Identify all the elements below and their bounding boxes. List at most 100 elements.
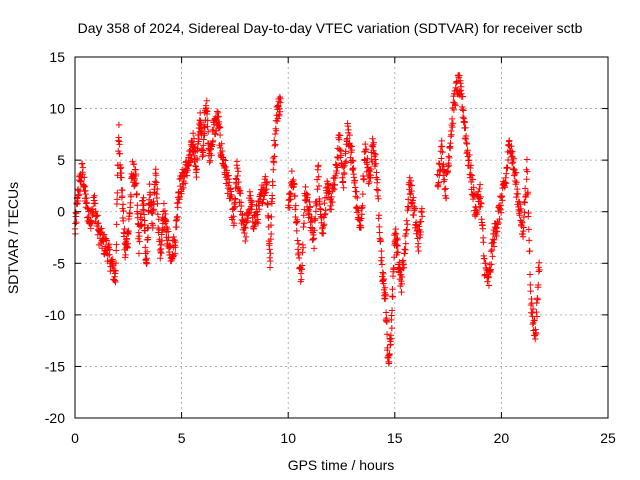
data-point — [389, 286, 396, 293]
data-point — [270, 137, 278, 144]
data-point — [274, 115, 282, 122]
data-point — [78, 160, 86, 167]
data-point — [467, 164, 474, 172]
data-point — [207, 142, 215, 149]
data-point — [264, 201, 271, 208]
data-point — [372, 151, 379, 159]
data-point — [302, 183, 309, 191]
data-point — [321, 199, 328, 207]
data-point — [109, 256, 116, 263]
data-point — [452, 102, 459, 109]
x-tick-label: 15 — [387, 430, 403, 446]
data-point — [194, 156, 201, 164]
data-point — [294, 237, 301, 244]
data-point — [314, 186, 321, 193]
data-point — [295, 240, 303, 248]
data-point — [141, 221, 149, 229]
data-point — [364, 155, 371, 162]
data-point — [377, 257, 385, 264]
data-point — [83, 200, 90, 207]
data-point — [153, 179, 160, 186]
data-point — [480, 238, 487, 246]
data-point — [510, 155, 518, 162]
data-point — [525, 226, 533, 233]
data-point — [463, 140, 471, 148]
data-point — [443, 194, 450, 202]
data-point — [464, 147, 471, 154]
data-point — [405, 196, 412, 203]
data-point — [398, 280, 406, 288]
data-point — [357, 224, 365, 231]
data-point — [350, 174, 358, 181]
data-point — [446, 154, 453, 162]
data-point — [204, 123, 211, 130]
data-point — [311, 227, 318, 234]
data-point — [496, 215, 503, 223]
data-point — [523, 176, 530, 183]
data-point — [409, 197, 416, 204]
data-point — [445, 153, 452, 160]
data-point — [113, 196, 121, 203]
data-point — [162, 210, 169, 218]
data-point — [320, 229, 327, 237]
data-point — [173, 223, 180, 231]
data-point — [396, 265, 404, 273]
data-point — [393, 241, 401, 249]
data-point — [527, 287, 534, 295]
data-point — [401, 250, 409, 257]
data-point — [137, 210, 145, 217]
data-point — [230, 219, 238, 227]
data-point — [438, 155, 445, 162]
data-point — [467, 171, 474, 178]
data-point — [134, 202, 141, 209]
data-point — [508, 160, 516, 167]
data-point — [463, 150, 470, 157]
data-point — [352, 193, 360, 200]
data-point — [512, 169, 520, 176]
data-point — [490, 243, 498, 250]
data-point — [488, 261, 495, 268]
data-point — [158, 249, 165, 257]
data-point — [341, 159, 349, 167]
data-point — [270, 166, 277, 173]
data-point — [170, 233, 177, 241]
data-point — [242, 224, 249, 232]
data-point — [127, 193, 135, 201]
data-point — [111, 277, 119, 284]
data-point — [131, 176, 138, 184]
data-point — [315, 162, 322, 169]
data-point — [242, 237, 249, 245]
data-point — [376, 229, 383, 236]
data-point — [374, 187, 382, 194]
data-point — [262, 173, 269, 180]
data-point — [162, 218, 170, 225]
data-point — [133, 179, 140, 187]
data-point — [216, 131, 224, 139]
data-point — [438, 137, 445, 145]
data-point — [212, 130, 219, 137]
data-point — [529, 305, 537, 313]
y-tick-label: 15 — [49, 49, 65, 65]
data-point — [380, 275, 388, 283]
data-point — [440, 172, 447, 179]
data-point — [181, 180, 189, 187]
data-point — [336, 132, 344, 139]
data-point — [400, 264, 408, 271]
data-point — [479, 225, 487, 232]
data-point — [119, 201, 127, 208]
data-point — [218, 140, 225, 147]
data-point — [306, 203, 314, 210]
data-point — [310, 235, 317, 242]
data-point — [408, 187, 415, 195]
data-point — [116, 141, 123, 148]
axis-ticks — [74, 56, 609, 419]
data-point — [157, 241, 165, 248]
data-point — [410, 194, 417, 201]
data-point — [335, 136, 343, 143]
data-point — [291, 181, 298, 188]
data-point — [524, 168, 531, 175]
data-point — [382, 292, 389, 300]
data-point — [536, 266, 543, 274]
data-point — [269, 182, 277, 189]
